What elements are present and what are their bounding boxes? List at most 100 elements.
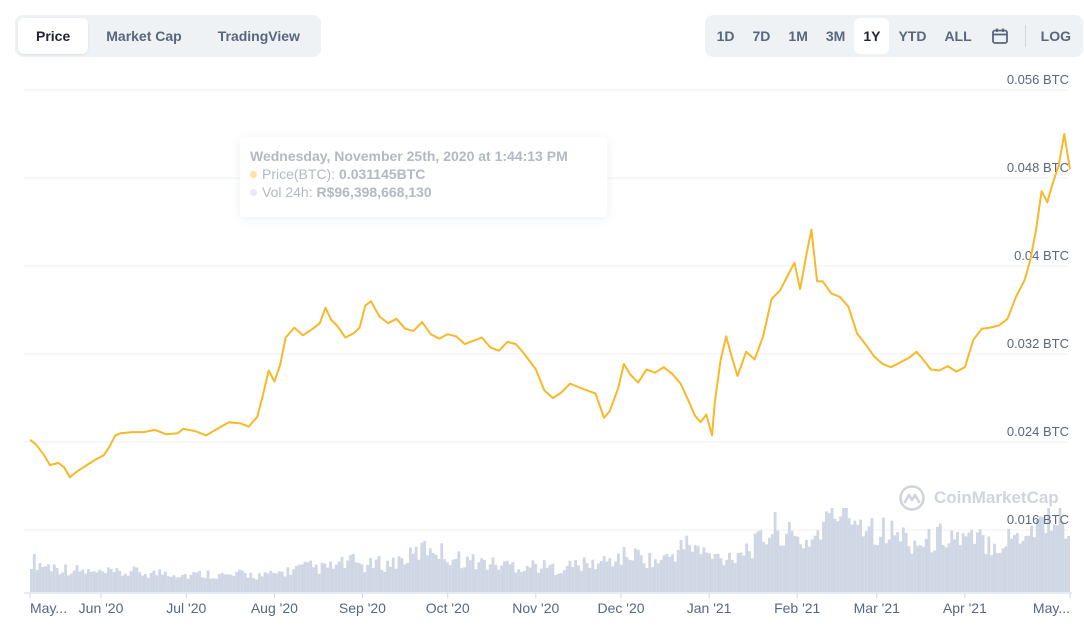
- volume-bar: [862, 536, 865, 592]
- volume-bar: [916, 545, 919, 592]
- volume-bar: [1067, 535, 1070, 592]
- volume-bar: [49, 571, 53, 592]
- tooltip-price-row: Price(BTC): 0.031145BTC: [250, 165, 597, 183]
- volume-bar: [904, 532, 908, 592]
- volume-bar: [218, 574, 221, 592]
- log-scale-toggle[interactable]: LOG: [1040, 28, 1071, 44]
- tooltip-date: Wednesday, November 25th, 2020 at 1:44:1…: [250, 148, 568, 164]
- volume-bar: [899, 541, 902, 592]
- volume-bar: [1021, 540, 1025, 592]
- volume-bar: [1035, 519, 1039, 592]
- volume-bar: [235, 571, 238, 592]
- volume-bar: [81, 569, 85, 592]
- volume-bar: [446, 562, 449, 592]
- volume-bar: [540, 568, 543, 592]
- volume-bar: [178, 577, 182, 592]
- y-tick-label: 0.056 BTC: [1007, 72, 1069, 87]
- volume-bar: [844, 508, 848, 592]
- volume-bar: [52, 564, 56, 592]
- tooltip-volume-value: R$96,398,668,130: [316, 184, 432, 200]
- volume-bar: [195, 572, 199, 592]
- volume-bar: [1007, 528, 1011, 592]
- calendar-icon[interactable]: [981, 18, 1019, 54]
- volume-bar: [468, 560, 472, 592]
- volume-bar: [628, 559, 632, 592]
- volume-bar: [351, 554, 355, 592]
- volume-bar: [86, 569, 90, 592]
- volume-bar: [303, 561, 307, 592]
- volume-bar: [679, 540, 683, 592]
- volume-bar: [824, 511, 828, 592]
- volume-bar: [92, 571, 96, 592]
- volume-bar: [400, 558, 404, 592]
- tab-price[interactable]: Price: [18, 18, 89, 54]
- tab-tradingview[interactable]: TradingView: [217, 28, 300, 44]
- range-1y[interactable]: 1Y: [854, 18, 890, 54]
- volume-bar: [505, 560, 509, 592]
- volume-bar: [813, 535, 817, 592]
- tab-market-cap[interactable]: Market Cap: [106, 28, 182, 44]
- volume-bar: [810, 539, 814, 592]
- volume-bar: [389, 566, 392, 592]
- volume-bar: [414, 546, 418, 592]
- volume-bar: [238, 569, 241, 592]
- volume-bar: [970, 530, 974, 592]
- volume-bar: [648, 552, 652, 592]
- volume-bar: [286, 567, 290, 592]
- volume-bar: [856, 524, 860, 592]
- volume-bar: [739, 552, 743, 592]
- volume-bar: [927, 528, 931, 592]
- volume-bar: [708, 553, 711, 592]
- volume-bar: [685, 535, 689, 592]
- range-3m[interactable]: 3M: [825, 28, 846, 44]
- volume-bar: [69, 573, 73, 592]
- volume-bar: [656, 563, 660, 592]
- volume-bar: [229, 574, 233, 592]
- volume-bar: [582, 557, 586, 592]
- volume-bar: [950, 530, 954, 592]
- volume-bar: [494, 564, 498, 592]
- volume-bar: [830, 508, 834, 592]
- volume-bar: [705, 552, 709, 592]
- volume-bar: [283, 576, 287, 592]
- volume-bar: [126, 575, 130, 592]
- volume-bar: [998, 552, 1002, 592]
- volume-bar: [166, 576, 170, 592]
- volume-bar: [391, 557, 395, 592]
- y-tick-label: 0.024 BTC: [1007, 424, 1069, 439]
- volume-bar: [483, 560, 486, 592]
- y-tick-label: 0.04 BTC: [1014, 248, 1069, 263]
- volume-bar: [688, 545, 692, 592]
- range-7d[interactable]: 7D: [752, 28, 771, 44]
- volume-bar: [255, 579, 258, 592]
- volume-bar: [571, 567, 575, 592]
- volume-bar: [602, 556, 606, 592]
- volume-bar: [380, 570, 384, 592]
- volume-bar: [799, 544, 803, 592]
- volume-bar: [881, 517, 885, 592]
- volume-bar: [611, 566, 615, 592]
- volume-bar: [531, 560, 535, 592]
- volume-bar: [947, 543, 951, 592]
- volume-bar: [497, 569, 501, 592]
- volume-bar: [84, 573, 87, 592]
- volume-bar: [426, 555, 429, 592]
- volume-bar: [990, 555, 994, 592]
- volume-bar: [266, 573, 270, 592]
- volume-bar: [790, 530, 794, 592]
- volume-bar: [32, 554, 36, 592]
- volume-bar: [457, 551, 461, 592]
- volume-bar: [665, 554, 669, 592]
- volume-bar: [1015, 532, 1019, 592]
- volume-bar: [1038, 516, 1042, 592]
- range-1m[interactable]: 1M: [788, 28, 808, 44]
- volume-bar: [428, 548, 432, 592]
- tooltip-price-label: Price(BTC):: [262, 166, 336, 182]
- volume-bar: [443, 559, 446, 592]
- range-ytd[interactable]: YTD: [898, 28, 927, 44]
- volume-bar: [753, 533, 757, 592]
- range-1d[interactable]: 1D: [716, 28, 735, 44]
- range-all[interactable]: ALL: [944, 28, 972, 44]
- volume-bar: [981, 535, 985, 592]
